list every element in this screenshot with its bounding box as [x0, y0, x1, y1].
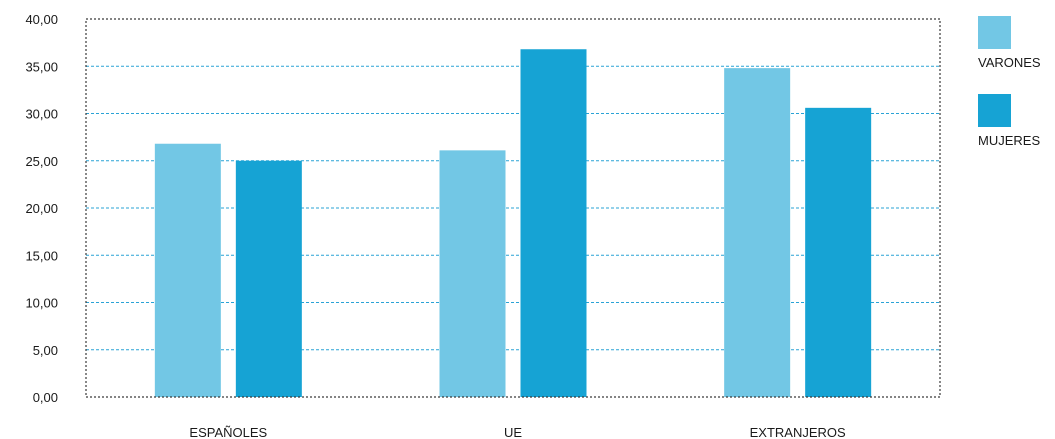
legend: VARONES MUJERES	[978, 16, 1055, 172]
y-tick-label: 20,00	[25, 201, 58, 216]
bar-varones-1	[439, 150, 506, 397]
bar-mujeres-2	[805, 107, 872, 397]
legend-item-mujeres: MUJERES	[978, 94, 1055, 172]
gridlines	[86, 65, 940, 351]
y-tick-label: 40,00	[25, 12, 58, 27]
bar-chart: 0,00 5,00 10,00 15,00 20,00 25,00 30,00 35,00 40…	[25, 12, 941, 439]
x-axis-categories: ESPAÑOLES UE EXTRANJEROS	[189, 425, 846, 439]
y-tick-label: 35,00	[25, 59, 58, 74]
legend-swatch-mujeres	[978, 94, 1011, 127]
x-category-label: EXTRANJEROS	[750, 425, 846, 439]
bar-mujeres-0	[235, 160, 302, 397]
y-axis-ticks: 0,00 5,00 10,00 15,00 20,00 25,00 30,00 35,00 40…	[25, 12, 58, 405]
y-tick-label: 5,00	[33, 343, 58, 358]
bars	[154, 49, 872, 398]
legend-swatch-varones	[978, 16, 1011, 49]
bar-mujeres-1	[520, 49, 587, 398]
legend-label-varones: VARONES	[978, 55, 1041, 70]
y-tick-label: 30,00	[25, 107, 58, 122]
y-tick-label: 25,00	[25, 154, 58, 169]
legend-label-mujeres: MUJERES	[978, 133, 1041, 148]
y-tick-label: 15,00	[25, 248, 58, 263]
x-category-label: UE	[504, 425, 522, 439]
x-category-label: ESPAÑOLES	[189, 425, 267, 439]
bar-varones-0	[154, 143, 221, 397]
bar-varones-2	[724, 68, 791, 397]
y-tick-label: 10,00	[25, 296, 58, 311]
legend-item-varones: VARONES	[978, 16, 1055, 94]
y-tick-label: 0,00	[33, 390, 58, 405]
